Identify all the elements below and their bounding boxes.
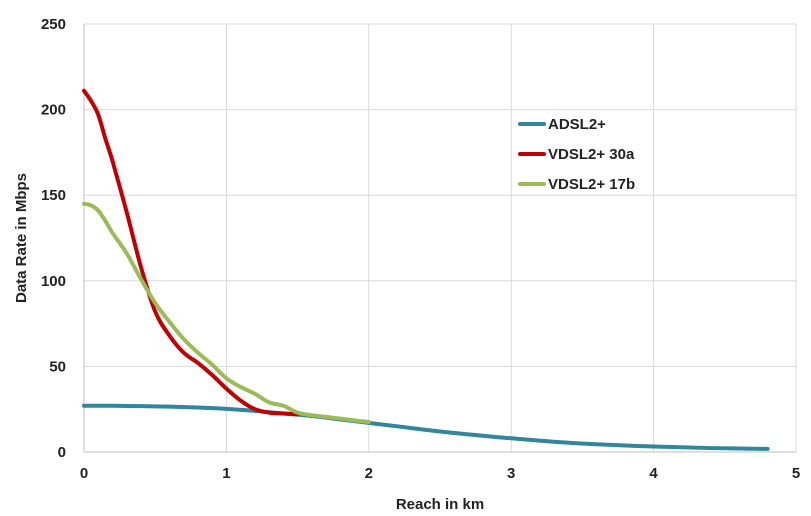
x-tick-label: 0 xyxy=(80,465,88,482)
legend-label-adsl2: ADSL2+ xyxy=(548,116,606,133)
y-tick-label: 50 xyxy=(49,358,66,375)
series-line-vdsl2-17b xyxy=(82,201,371,425)
y-tick-label: 100 xyxy=(41,273,66,290)
x-tick-label: 4 xyxy=(649,465,658,482)
grid-lines xyxy=(84,23,797,452)
y-axis-title: Data Rate in Mbps xyxy=(13,173,30,303)
x-tick-label: 3 xyxy=(507,465,515,482)
x-tick-label: 1 xyxy=(222,465,230,482)
x-axis-title: Reach in km xyxy=(396,496,484,513)
legend-label-vdsl2-17b: VDSL2+ 17b xyxy=(548,176,635,193)
x-tick-label: 5 xyxy=(792,465,800,482)
axes xyxy=(83,24,796,453)
legend-label-vdsl2-30a: VDSL2+ 30a xyxy=(548,146,635,163)
series-line-vdsl2-30a xyxy=(82,88,300,417)
series-line-adsl2 xyxy=(82,403,770,451)
y-tick-label: 0 xyxy=(58,444,66,461)
x-tick-label: 2 xyxy=(365,465,373,482)
y-tick-label: 200 xyxy=(41,102,66,119)
y-tick-label: 150 xyxy=(41,187,66,204)
y-tick-labels: 0 50 100 150 200 250 xyxy=(41,16,66,461)
series-lines xyxy=(82,88,770,451)
legend: ADSL2+ VDSL2+ 30a VDSL2+ 17b xyxy=(518,116,635,193)
x-tick-labels: 0 1 2 3 4 5 xyxy=(80,465,800,482)
y-tick-label: 250 xyxy=(41,16,66,33)
